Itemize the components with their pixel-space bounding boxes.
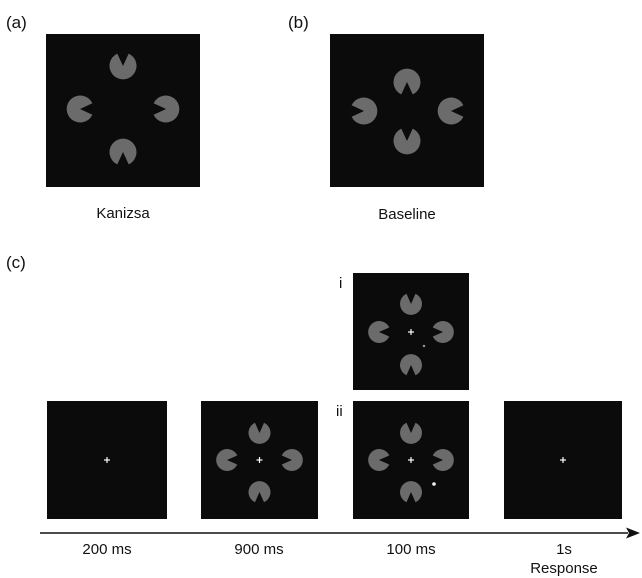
label-b: (b) xyxy=(288,14,309,31)
inducer-left xyxy=(67,96,93,123)
inducer-bottom xyxy=(249,481,271,502)
probe-dot-dim xyxy=(423,345,425,347)
kanizsa-stimulus-panel xyxy=(46,34,200,187)
baseline-stimulus-panel xyxy=(330,34,484,187)
inducer-left xyxy=(368,449,389,471)
inducer-bottom xyxy=(400,354,422,375)
inducer-right xyxy=(154,95,180,122)
inducer-top xyxy=(249,423,271,444)
response-panel xyxy=(504,401,622,519)
inducer-bottom xyxy=(394,129,421,155)
probe-panel-ii xyxy=(353,401,469,519)
inducers-panel xyxy=(201,401,318,519)
fixation-cross xyxy=(104,457,110,463)
caption-kanizsa: Kanizsa xyxy=(73,206,173,221)
inducer-top xyxy=(400,294,422,315)
fixation-cross xyxy=(408,329,414,335)
response-label: Response xyxy=(514,561,614,576)
caption-baseline: Baseline xyxy=(357,207,457,222)
time-axis-arrow xyxy=(40,526,640,540)
inducer-bottom xyxy=(400,481,422,502)
inducer-right xyxy=(438,98,464,125)
duration-probe: 100 ms xyxy=(361,542,461,557)
inducer-left xyxy=(368,321,389,343)
duration-response: 1s xyxy=(514,542,614,557)
inducer-left xyxy=(216,449,237,471)
duration-fixation: 200 ms xyxy=(57,542,157,557)
label-a: (a) xyxy=(6,14,27,31)
probe-panel-i xyxy=(353,273,469,390)
fixation-cross xyxy=(257,457,263,463)
inducer-top xyxy=(110,54,137,80)
fixation-cross xyxy=(560,457,566,463)
variant-label-ii: ii xyxy=(336,404,343,419)
probe-dot-bright xyxy=(432,482,436,486)
inducer-top xyxy=(400,423,422,444)
fixation-cross xyxy=(408,457,414,463)
variant-label-i: i xyxy=(339,276,342,291)
duration-inducers: 900 ms xyxy=(209,542,309,557)
inducer-right xyxy=(433,321,454,343)
inducer-right xyxy=(282,449,303,471)
inducer-right xyxy=(433,449,454,471)
fixation-panel xyxy=(47,401,167,519)
inducer-top xyxy=(394,69,421,95)
inducer-bottom xyxy=(110,139,137,165)
inducer-left xyxy=(352,98,378,125)
label-c: (c) xyxy=(6,254,26,271)
